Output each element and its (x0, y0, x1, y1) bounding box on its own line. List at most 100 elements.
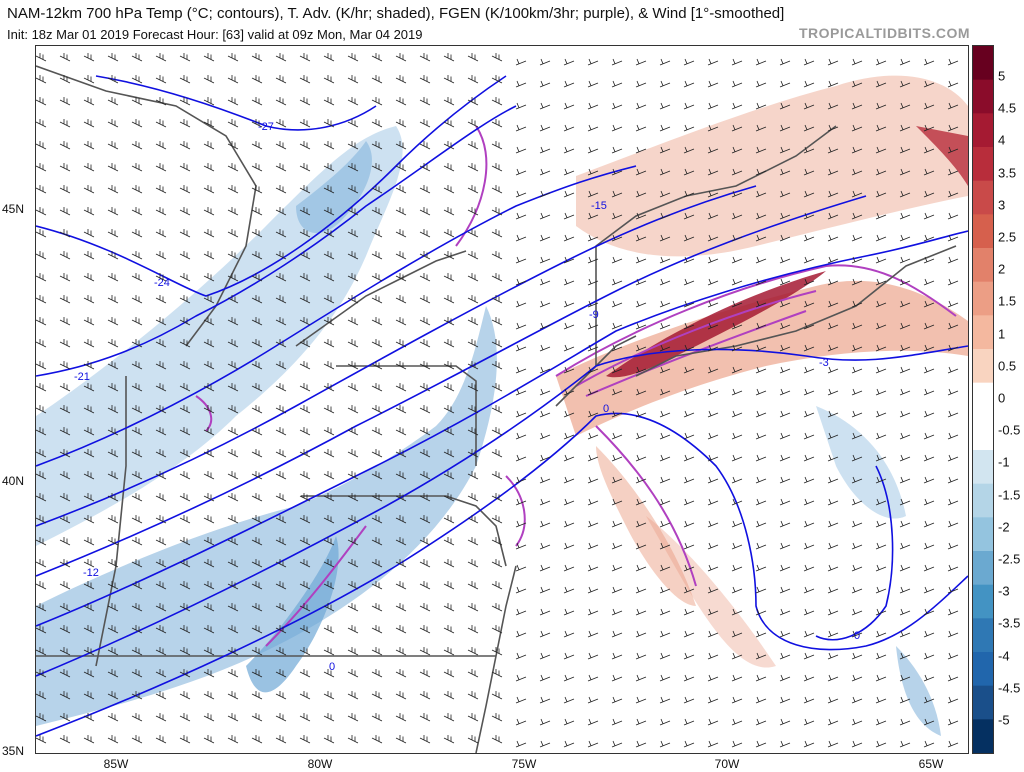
wind-barb (491, 163, 503, 172)
wind-barb (83, 581, 95, 590)
wind-barb (179, 185, 191, 194)
wind-barb (227, 515, 239, 524)
wind-barb (707, 234, 719, 242)
wind-barb (347, 207, 359, 216)
wind-barb (947, 146, 959, 154)
wind-barb (371, 603, 383, 612)
wind-barb (659, 102, 671, 110)
wind-barb (923, 652, 935, 660)
wind-barb (899, 476, 911, 484)
wind-barb (875, 410, 887, 418)
wind-barb (875, 322, 887, 330)
wind-barb (299, 713, 311, 722)
wind-barb (275, 141, 287, 150)
colorbar-swatch (973, 652, 993, 687)
wind-barb (371, 141, 383, 150)
wind-barb (347, 427, 359, 436)
wind-barb (923, 146, 935, 154)
wind-barb (539, 432, 551, 440)
wind-barb (683, 102, 695, 110)
wind-barb (875, 366, 887, 374)
wind-barb (851, 608, 863, 616)
wind-barb (827, 168, 839, 176)
wind-barb (203, 669, 215, 678)
wind-barb (851, 564, 863, 572)
wind-barb (155, 75, 167, 84)
wind-barb (731, 322, 743, 330)
wind-barb (83, 53, 95, 62)
lon-label: 75W (511, 757, 537, 771)
wind-barb (467, 97, 479, 106)
wind-barb (755, 520, 767, 528)
wind-barb (899, 80, 911, 88)
wind-barb (803, 696, 815, 704)
colorbar-swatch (973, 450, 993, 485)
wind-barb (36, 449, 47, 458)
wind-barb (419, 449, 431, 458)
wind-barb (515, 322, 527, 330)
wind-barb (203, 735, 215, 744)
wind-barb (59, 735, 71, 744)
wind-barb (155, 735, 167, 744)
wind-barb (659, 476, 671, 484)
wind-barb (227, 317, 239, 326)
wind-barb (827, 410, 839, 418)
wind-barb (83, 603, 95, 612)
wind-barb (395, 339, 407, 348)
wind-barb (755, 344, 767, 352)
wind-barb (899, 102, 911, 110)
wind-barb (491, 603, 503, 612)
wind-barb (755, 322, 767, 330)
wind-barb (851, 586, 863, 594)
wind-barb (539, 674, 551, 682)
wind-barb (611, 168, 623, 176)
wind-barb (611, 520, 623, 528)
wind-barb (947, 564, 959, 572)
colorbar-swatch (973, 248, 993, 283)
wind-barb (683, 234, 695, 242)
colorbar-swatch (973, 281, 993, 316)
wind-barb (251, 75, 263, 84)
wind-barb (323, 405, 335, 414)
wind-barb (36, 647, 47, 656)
wind-barb (467, 75, 479, 84)
wind-barb (635, 740, 647, 748)
wind-barb (707, 322, 719, 330)
wind-barb (275, 691, 287, 700)
wind-barb (923, 520, 935, 528)
wind-barb (707, 124, 719, 132)
wind-barb (323, 295, 335, 304)
wind-barb (539, 564, 551, 572)
wind-barb (947, 300, 959, 308)
wind-barb (899, 498, 911, 506)
wind-barb (731, 542, 743, 550)
wind-barb (851, 674, 863, 682)
wind-barb (683, 542, 695, 550)
wind-barb (419, 361, 431, 370)
wind-barb (59, 361, 71, 370)
wind-barb (923, 432, 935, 440)
wind-barb (419, 141, 431, 150)
wind-barb (587, 696, 599, 704)
wind-barb (443, 97, 455, 106)
wind-barb (659, 520, 671, 528)
wind-barb (731, 564, 743, 572)
contour-label: -24 (154, 277, 170, 289)
wind-barb (899, 190, 911, 198)
wind-barb (827, 234, 839, 242)
wind-barb (635, 344, 647, 352)
wind-barb (179, 625, 191, 634)
wind-barb (635, 300, 647, 308)
wind-barb (875, 740, 887, 748)
wind-barb (659, 630, 671, 638)
wind-barb (251, 251, 263, 260)
wind-barb (107, 361, 119, 370)
wind-barb (635, 410, 647, 418)
wind-barb (587, 80, 599, 88)
wind-barb (827, 146, 839, 154)
wind-barb (59, 53, 71, 62)
wind-barb (419, 427, 431, 436)
lat-label: 45N (2, 202, 25, 216)
wind-barb (827, 102, 839, 110)
wind-barb (659, 58, 671, 66)
